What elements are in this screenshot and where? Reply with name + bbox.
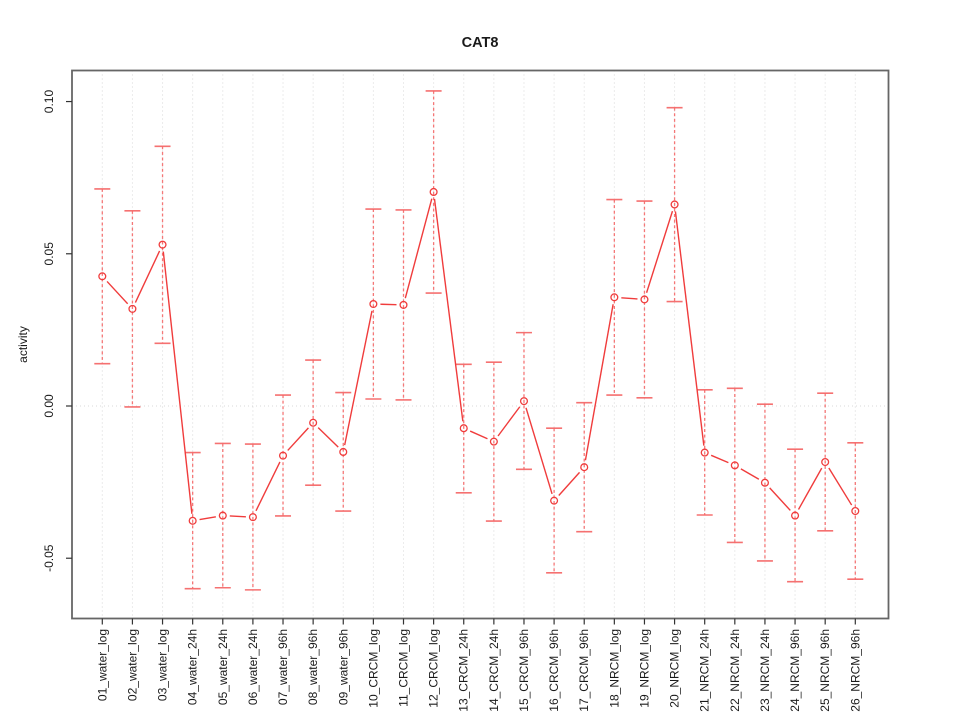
x-tick-label: 18_NRCM_log bbox=[607, 629, 621, 708]
x-tick-label: 16_CRCM_96h bbox=[547, 629, 561, 712]
y-tick-label: -0.05 bbox=[42, 544, 56, 572]
series-line-layer bbox=[106, 198, 853, 521]
data-point-marker bbox=[399, 300, 408, 309]
data-point-marker bbox=[550, 496, 559, 505]
series-segment bbox=[134, 250, 161, 303]
x-tick-label: 02_water_log bbox=[125, 629, 139, 701]
x-tick-label: 20_NRCM_log bbox=[668, 629, 682, 708]
data-point-marker bbox=[821, 457, 830, 467]
series-segment bbox=[433, 198, 464, 422]
series-segment bbox=[710, 454, 729, 464]
data-point-marker bbox=[218, 511, 227, 520]
series-segment bbox=[674, 211, 705, 446]
x-tick-label: 06_water_24h bbox=[246, 629, 260, 705]
x-tick-label: 07_water_96h bbox=[276, 629, 290, 705]
x-tick-label: 03_water_log bbox=[156, 629, 170, 701]
gridlines-layer bbox=[72, 70, 889, 619]
series-segment bbox=[740, 468, 760, 480]
data-point-marker bbox=[640, 295, 649, 304]
series-segment bbox=[343, 310, 373, 446]
axes-frame-layer bbox=[66, 69, 890, 625]
data-point-marker bbox=[309, 418, 318, 427]
y-axis-title: activity bbox=[16, 326, 30, 363]
series-segment bbox=[645, 210, 674, 293]
x-tick-label: 22_NRCM_24h bbox=[728, 629, 742, 712]
series-segment bbox=[199, 516, 216, 521]
data-point-marker bbox=[760, 478, 769, 487]
x-tick-label: 12_CRCM_log bbox=[427, 629, 441, 708]
x-tick-label: 17_CRCM_96h bbox=[577, 629, 591, 712]
data-point-marker bbox=[369, 299, 378, 309]
series-segment bbox=[255, 461, 281, 512]
x-tick-label: 21_NRCM_24h bbox=[698, 629, 712, 712]
series-segment bbox=[229, 515, 246, 518]
data-point-marker bbox=[700, 448, 709, 457]
data-point-marker bbox=[851, 506, 860, 516]
x-tick-label: 24_NRCM_96h bbox=[788, 629, 802, 712]
data-point-marker bbox=[278, 451, 288, 460]
x-tick-label: 05_water_24h bbox=[216, 629, 230, 705]
y-tick-label: 0.10 bbox=[42, 90, 56, 114]
data-point-marker bbox=[339, 447, 348, 457]
series-segment bbox=[317, 427, 339, 448]
x-tick-label: 19_NRCM_log bbox=[637, 629, 651, 708]
chart-title: CAT8 bbox=[462, 35, 499, 51]
x-tick-label: 23_NRCM_24h bbox=[758, 629, 772, 712]
x-tick-label: 04_water_24h bbox=[186, 629, 200, 705]
data-point-marker bbox=[98, 272, 107, 281]
series-segment bbox=[404, 198, 433, 299]
x-tick-label: 14_CRCM_24h bbox=[487, 629, 501, 712]
series-segment bbox=[287, 427, 309, 451]
data-point-marker bbox=[610, 293, 619, 302]
series-segment bbox=[162, 251, 193, 514]
x-tick-label: 08_water_96h bbox=[306, 629, 320, 705]
series-segment bbox=[584, 304, 614, 461]
data-point-marker bbox=[580, 463, 589, 472]
data-point-marker bbox=[791, 511, 800, 520]
x-tick-label: 25_NRCM_96h bbox=[818, 629, 832, 712]
x-tick-label: 13_CRCM_24h bbox=[457, 629, 471, 712]
x-tick-label: 01_water_log bbox=[95, 629, 109, 701]
series-segment bbox=[525, 407, 553, 495]
series-segment bbox=[469, 430, 488, 440]
axis-labels-layer: 0.10 0.05 0.00 -0.05 01_water_log 02_water_lo… bbox=[42, 90, 862, 712]
error-bars-layer bbox=[94, 90, 864, 591]
data-point-marker bbox=[519, 397, 529, 406]
data-point-marker bbox=[248, 513, 257, 522]
data-point-marker bbox=[459, 424, 468, 433]
data-point-marker bbox=[489, 437, 498, 446]
data-point-marker bbox=[128, 304, 137, 313]
series-segment bbox=[797, 467, 823, 510]
x-tick-label: 10_CRCM_log bbox=[366, 629, 380, 708]
y-tick-label: 0.05 bbox=[42, 242, 56, 266]
series-segment bbox=[828, 467, 853, 506]
plot-border bbox=[71, 69, 890, 620]
y-tick-label: 0.00 bbox=[42, 394, 56, 418]
data-points-layer bbox=[98, 187, 860, 525]
x-tick-label: 26_NRCM_96h bbox=[848, 629, 862, 712]
series-segment bbox=[769, 487, 791, 511]
series-segment bbox=[558, 471, 581, 496]
data-point-marker bbox=[158, 240, 167, 249]
data-point-marker bbox=[670, 200, 679, 209]
data-point-marker bbox=[188, 516, 197, 525]
x-tick-label: 15_CRCM_96h bbox=[517, 629, 531, 712]
data-point-marker bbox=[730, 461, 739, 470]
x-tick-label: 11_CRCM_log bbox=[397, 629, 411, 707]
series-segment bbox=[497, 406, 521, 437]
x-tick-label: 09_water_96h bbox=[336, 629, 350, 705]
series-segment bbox=[106, 280, 129, 305]
data-point-marker bbox=[429, 187, 438, 197]
series-segment bbox=[621, 297, 638, 300]
